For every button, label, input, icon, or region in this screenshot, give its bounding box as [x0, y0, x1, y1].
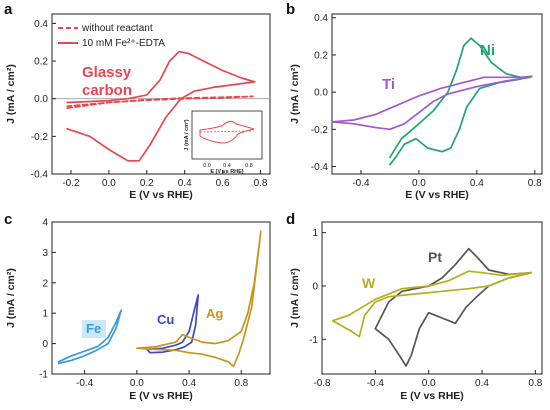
inset-xlabel: E (V vs RHE) — [210, 169, 243, 175]
plot-frame — [321, 221, 543, 375]
x-tick-label: -0.8 — [313, 378, 331, 389]
panel-letter-c: c — [4, 211, 12, 228]
inset-plot: 0.0 0.4 0.8 E (V vs RHE) J (mA / cm²) — [183, 110, 263, 175]
series-w — [331, 270, 533, 338]
annotation-ti: Ti — [382, 76, 395, 93]
x-tick-label: -0.4 — [367, 378, 385, 389]
annotation-carbon: carbon — [82, 82, 132, 99]
x-tick-label: 0.8 — [528, 378, 542, 389]
series-fe — [57, 309, 123, 365]
y-axis-label: J (mA / cm²) — [289, 64, 301, 124]
x-tick-label: 0.0 — [102, 178, 116, 189]
legend-label-fe-edta: 10 mM Fe²⁺-EDTA — [82, 38, 165, 49]
x-tick-label: 0.4 — [182, 378, 196, 389]
x-tick-label: 0.8 — [234, 378, 248, 389]
y-tick-label: -0.4 — [311, 162, 329, 173]
annotation-fe-bg — [82, 320, 106, 338]
plot-frame — [331, 13, 543, 175]
panel-b: b -0.4 0.0 0.4 0.8 -0.4 -0.2 0.0 0.2 0.4 E (V v… — [286, 1, 543, 201]
y-tick-label: 0.2 — [314, 50, 328, 61]
x-tick-label: 0.4 — [178, 178, 192, 189]
y-axis-label: J (mA / cm²) — [5, 64, 17, 124]
series-ti — [331, 76, 532, 131]
y-tick-label: 0.4 — [34, 19, 48, 30]
y-tick-label: 3 — [42, 248, 48, 259]
annotation-fe: Fe — [86, 321, 101, 336]
series-without-reactant — [66, 95, 254, 109]
y-tick-label: -1 — [309, 335, 318, 346]
series-10-mm-fe-edta — [66, 50, 256, 162]
x-tick-label: 0.4 — [475, 378, 489, 389]
y-tick-label: 0.0 — [34, 94, 48, 105]
x-tick-label: -0.4 — [76, 378, 94, 389]
y-tick-label: 0 — [42, 339, 48, 350]
y-tick-label: 1 — [312, 228, 318, 239]
inset-frame — [191, 110, 263, 160]
annotation-w: W — [362, 275, 376, 291]
inset-xtick-2: 0.8 — [245, 163, 253, 169]
x-axis-label: E (V vs RHE) — [400, 390, 464, 402]
y-tick-label: 1 — [42, 309, 48, 320]
annotation-ni: Ni — [480, 42, 495, 59]
inset-series-fe-edta — [199, 120, 255, 144]
panel-letter-d: d — [286, 211, 295, 228]
inset-ylabel: J (mA / cm²) — [183, 119, 190, 150]
series-ni — [389, 37, 533, 166]
x-tick-label: 0.6 — [216, 178, 230, 189]
y-tick-label: 0 — [312, 282, 318, 293]
x-tick-label: 0.0 — [422, 378, 436, 389]
panel-a: a -0.2 0.0 0.2 0.4 0.6 0.8 -0.4-0.20.00.20.4 … — [4, 1, 271, 201]
x-tick-label: 0.8 — [254, 178, 268, 189]
x-axis-label: E (V vs RHE) — [129, 390, 193, 402]
legend: without reactant 10 mM Fe²⁺-EDTA — [58, 23, 165, 49]
legend-label-without-reactant: without reactant — [81, 23, 153, 34]
x-tick-label: 0.0 — [130, 378, 144, 389]
panel-letter-b: b — [286, 1, 295, 18]
plot-frame — [51, 13, 271, 175]
y-axis-label: J (mA / cm²) — [5, 268, 17, 328]
y-tick-label: 2 — [42, 278, 48, 289]
plot-frame — [51, 221, 271, 375]
x-tick-label: -0.4 — [352, 178, 370, 189]
x-tick-label: 0.2 — [140, 178, 154, 189]
x-axis-label: E (V vs RHE) — [405, 189, 469, 201]
annotation-ag: Ag — [206, 306, 223, 321]
x-tick-label: 0.4 — [470, 178, 484, 189]
x-tick-label: 0.8 — [528, 178, 542, 189]
y-tick-label: 0.0 — [314, 88, 328, 99]
y-tick-label: -1 — [39, 370, 48, 381]
y-tick-label: -0.4 — [31, 170, 49, 181]
y-tick-label: 4 — [42, 218, 48, 229]
x-tick-label: 0.0 — [412, 178, 426, 189]
panel-d: d -0.8 -0.4 0.0 0.4 0.8 -1 0 1 E (V vs RHE) J … — [286, 211, 543, 402]
annotation-pt: Pt — [428, 249, 442, 265]
annotation-glassy: Glassy — [82, 64, 132, 81]
panel-c: c -0.4 0.0 0.4 0.8 -1 0 1 2 3 4 E (V vs RHE) J (… — [4, 211, 271, 402]
x-tick-label: -0.2 — [62, 178, 80, 189]
y-tick-label: -0.2 — [31, 132, 49, 143]
y-tick-label: 0.2 — [34, 57, 48, 68]
panel-letter-a: a — [4, 1, 13, 18]
series-pt — [374, 247, 533, 367]
series-cu — [146, 294, 200, 354]
y-axis-label: J (mA / cm²) — [289, 268, 301, 328]
y-tick-label: -0.2 — [311, 125, 329, 136]
annotation-cu: Cu — [157, 312, 174, 327]
inset-xtick-1: 0.4 — [223, 163, 231, 169]
series-ag — [136, 230, 262, 368]
y-tick-label: 0.4 — [314, 13, 328, 24]
x-axis-label: E (V vs RHE) — [129, 189, 193, 201]
inset-xtick-0: 0.0 — [203, 163, 211, 169]
